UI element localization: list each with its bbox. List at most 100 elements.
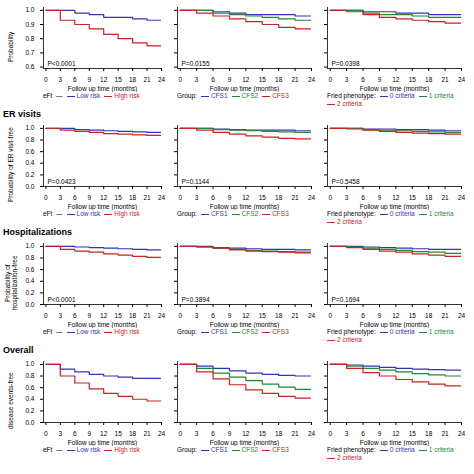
svg-text:P=0.0398: P=0.0398 <box>332 60 360 67</box>
svg-text:6: 6 <box>73 76 77 83</box>
svg-text:24: 24 <box>458 430 466 437</box>
svg-text:3: 3 <box>345 194 349 201</box>
svg-text:6: 6 <box>361 312 365 319</box>
svg-text:15: 15 <box>409 430 417 437</box>
svg-text:21: 21 <box>143 76 151 83</box>
svg-text:6: 6 <box>73 194 77 201</box>
svg-text:12: 12 <box>100 194 108 201</box>
svg-text:21: 21 <box>441 194 449 201</box>
svg-text:9: 9 <box>87 430 91 437</box>
svg-text:12: 12 <box>392 430 400 437</box>
svg-text:6: 6 <box>361 194 365 201</box>
svg-text:9: 9 <box>378 312 382 319</box>
svg-text:0.2: 0.2 <box>25 289 34 296</box>
svg-text:0.4: 0.4 <box>25 159 34 166</box>
svg-text:P=0.1694: P=0.1694 <box>332 296 360 303</box>
svg-text:1.0: 1.0 <box>25 242 34 249</box>
svg-text:1.0: 1.0 <box>25 6 34 13</box>
svg-text:0: 0 <box>44 76 48 83</box>
svg-text:0.6: 0.6 <box>25 266 34 273</box>
svg-text:0.2: 0.2 <box>25 407 34 414</box>
svg-text:0: 0 <box>178 76 182 83</box>
svg-text:6: 6 <box>361 430 365 437</box>
svg-text:3: 3 <box>195 312 199 319</box>
svg-text:0.0: 0.0 <box>25 183 34 190</box>
svg-text:0: 0 <box>328 76 332 83</box>
svg-text:0.8: 0.8 <box>25 35 34 42</box>
svg-text:9: 9 <box>228 76 232 83</box>
svg-text:P=0.5458: P=0.5458 <box>332 178 360 185</box>
svg-text:18: 18 <box>425 430 433 437</box>
svg-text:Follow up time (months): Follow up time (months) <box>360 439 429 447</box>
svg-text:21: 21 <box>143 194 151 201</box>
svg-text:15: 15 <box>115 430 123 437</box>
svg-text:12: 12 <box>100 76 108 83</box>
svg-text:6: 6 <box>211 312 215 319</box>
svg-text:Follow up time (months): Follow up time (months) <box>360 203 429 211</box>
svg-text:0.6: 0.6 <box>25 148 34 155</box>
svg-text:24: 24 <box>458 194 466 201</box>
svg-text:18: 18 <box>129 194 137 201</box>
svg-text:3: 3 <box>59 194 63 201</box>
svg-text:0.4: 0.4 <box>25 277 34 284</box>
svg-text:Follow up time (months): Follow up time (months) <box>68 85 137 93</box>
svg-text:Follow up time (months): Follow up time (months) <box>360 85 429 93</box>
svg-text:18: 18 <box>129 76 137 83</box>
svg-text:9: 9 <box>228 312 232 319</box>
svg-text:15: 15 <box>259 76 267 83</box>
svg-text:P=0.0423: P=0.0423 <box>48 178 76 185</box>
svg-text:0.0: 0.0 <box>25 301 34 308</box>
svg-text:18: 18 <box>129 430 137 437</box>
svg-text:3: 3 <box>195 430 199 437</box>
svg-text:18: 18 <box>129 312 137 319</box>
svg-text:0.8: 0.8 <box>25 254 34 261</box>
svg-text:3: 3 <box>195 194 199 201</box>
svg-text:24: 24 <box>308 76 316 83</box>
svg-text:12: 12 <box>100 312 108 319</box>
svg-text:15: 15 <box>259 194 267 201</box>
svg-text:21: 21 <box>291 194 299 201</box>
svg-text:21: 21 <box>291 312 299 319</box>
svg-text:0: 0 <box>44 194 48 201</box>
svg-text:21: 21 <box>291 430 299 437</box>
svg-text:15: 15 <box>115 76 123 83</box>
svg-text:3: 3 <box>59 430 63 437</box>
svg-text:1.0: 1.0 <box>25 124 34 131</box>
svg-text:Follow up time (months): Follow up time (months) <box>210 203 279 211</box>
svg-text:Follow up time (months): Follow up time (months) <box>68 203 137 211</box>
svg-text:24: 24 <box>308 430 316 437</box>
svg-text:21: 21 <box>441 76 449 83</box>
svg-text:12: 12 <box>392 312 400 319</box>
svg-text:3: 3 <box>195 76 199 83</box>
svg-text:9: 9 <box>378 76 382 83</box>
svg-text:24: 24 <box>458 312 466 319</box>
svg-text:21: 21 <box>441 430 449 437</box>
svg-text:9: 9 <box>378 194 382 201</box>
svg-text:6: 6 <box>361 76 365 83</box>
svg-text:6: 6 <box>211 430 215 437</box>
svg-text:3: 3 <box>345 312 349 319</box>
svg-text:12: 12 <box>392 194 400 201</box>
svg-text:P<0.0001: P<0.0001 <box>48 296 76 303</box>
svg-text:0.6: 0.6 <box>25 63 34 70</box>
svg-text:3: 3 <box>345 430 349 437</box>
svg-text:0.8: 0.8 <box>25 372 34 379</box>
svg-text:12: 12 <box>242 312 250 319</box>
svg-text:18: 18 <box>275 430 283 437</box>
svg-text:0.8: 0.8 <box>25 136 34 143</box>
svg-text:0: 0 <box>328 194 332 201</box>
svg-text:18: 18 <box>425 194 433 201</box>
svg-text:6: 6 <box>211 76 215 83</box>
svg-text:0.4: 0.4 <box>25 395 34 402</box>
svg-text:15: 15 <box>409 312 417 319</box>
svg-text:24: 24 <box>308 194 316 201</box>
svg-text:Follow up time (months): Follow up time (months) <box>210 85 279 93</box>
svg-text:6: 6 <box>73 430 77 437</box>
svg-text:24: 24 <box>158 194 166 201</box>
svg-text:Follow up time (months): Follow up time (months) <box>210 439 279 447</box>
svg-text:15: 15 <box>115 194 123 201</box>
svg-text:0.9: 0.9 <box>25 21 34 28</box>
svg-text:9: 9 <box>87 194 91 201</box>
svg-text:6: 6 <box>211 194 215 201</box>
svg-text:24: 24 <box>458 76 466 83</box>
